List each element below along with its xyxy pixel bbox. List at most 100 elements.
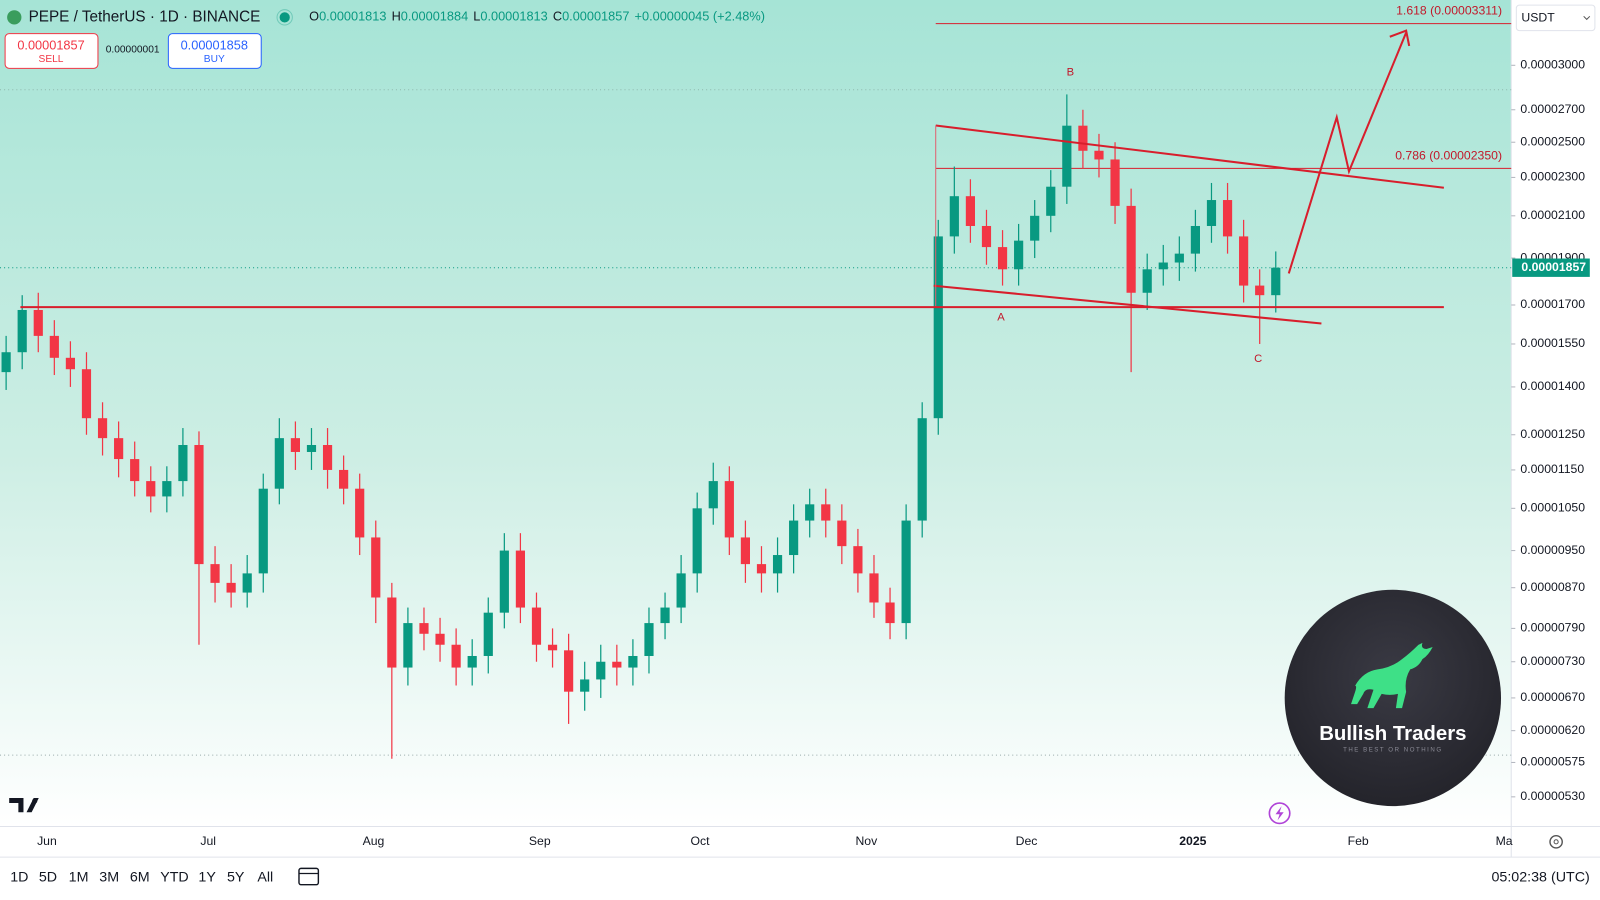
ohlc-key: C: [553, 9, 562, 24]
candle-body: [258, 488, 268, 574]
candle-body: [1014, 240, 1024, 270]
timeframe-button[interactable]: 1Y: [198, 869, 216, 885]
timeframe-button[interactable]: 3M: [99, 869, 119, 885]
candle-body: [33, 309, 43, 336]
candle-body: [1174, 253, 1184, 263]
ohlc-key: O: [309, 9, 319, 24]
wave-label: A: [997, 311, 1005, 323]
timeframe-button[interactable]: YTD: [160, 869, 189, 885]
y-tick-label: 0.00000620: [1520, 723, 1585, 737]
ohlc-change: +0.00000045 (+2.48%): [635, 9, 765, 24]
sell-label: SELL: [39, 54, 64, 65]
candle-body: [1206, 200, 1217, 226]
last-price-label: 0.00001857: [1521, 260, 1586, 274]
candle-body: [162, 481, 172, 497]
candle-body: [114, 438, 124, 460]
logo-title: Bullish Traders: [1319, 723, 1466, 745]
candle-body: [371, 537, 381, 598]
candle-body: [821, 504, 831, 521]
candle-body: [676, 573, 686, 608]
candle-body: [322, 445, 333, 470]
symbol-icon: [7, 10, 22, 25]
candle-body: [772, 555, 783, 574]
spread: 0.00000001: [106, 45, 160, 56]
alert-icon[interactable]: [1268, 802, 1291, 825]
candle-body: [708, 481, 718, 509]
candle-body: [1, 352, 11, 373]
date-range-icon[interactable]: [298, 867, 320, 886]
candle-body: [628, 655, 638, 668]
candle-body: [965, 196, 975, 226]
y-tick-label: 0.00001550: [1520, 336, 1585, 350]
last-price-tag: [1512, 258, 1590, 277]
timeframe-button[interactable]: 1M: [69, 869, 89, 885]
candle-body: [596, 661, 606, 680]
chevron: [1583, 15, 1591, 21]
sell-price: 0.00001857: [17, 37, 84, 52]
candle-body: [403, 623, 413, 668]
ohlc-value: 0.00001813: [319, 9, 386, 24]
candle-body: [65, 357, 75, 370]
plot: [0, 23, 1512, 759]
candle-body: [210, 564, 220, 583]
candle-body: [1030, 215, 1040, 241]
clock: 05:02:38 (UTC): [1491, 869, 1589, 885]
sell-button[interactable]: [4, 33, 99, 69]
x-tick-label: Jul: [200, 834, 216, 848]
projection-arrow: [1287, 32, 1408, 274]
candle-body: [1110, 159, 1120, 206]
candle-body: [644, 623, 654, 656]
candle-body: [885, 602, 895, 624]
logo-badge: [1284, 589, 1502, 807]
ohlc-key: L: [473, 9, 480, 24]
candle-body: [949, 196, 959, 237]
x-tick-label: Ma: [1496, 834, 1513, 848]
buy-label: BUY: [204, 54, 225, 65]
candle-body: [290, 438, 300, 452]
candle-body: [146, 481, 156, 497]
candle-body: [1190, 225, 1200, 254]
y-tick-label: 0.00000790: [1520, 621, 1585, 635]
buy-button[interactable]: [167, 33, 262, 69]
candle-body: [1222, 200, 1233, 237]
currency-select[interactable]: [1515, 4, 1596, 32]
candle-body: [612, 661, 622, 668]
fib-label: 1.618 (0.00003311): [1396, 4, 1502, 18]
y-tick-label: 0.00000530: [1520, 789, 1585, 803]
y-tick-label: 0.00000730: [1520, 654, 1585, 668]
candle-body: [837, 520, 847, 547]
x-tick-label: 2025: [1179, 834, 1206, 848]
settings-icon[interactable]: [1549, 835, 1563, 849]
candle-body: [483, 612, 493, 656]
arrow-head: [1389, 29, 1411, 47]
x-tick-label: Oct: [690, 834, 710, 848]
candle-body: [1094, 150, 1104, 160]
timeframe-button[interactable]: 5Y: [227, 869, 245, 885]
candle-body: [1271, 267, 1281, 296]
candle-body: [17, 309, 27, 353]
candle-body: [901, 520, 911, 624]
tv-logo-dot: [32, 798, 38, 804]
candle-body: [226, 582, 236, 593]
timeframe-button[interactable]: All: [257, 869, 273, 885]
timeframe-button[interactable]: 6M: [130, 869, 150, 885]
x-tick-label: Feb: [1348, 834, 1369, 848]
candle-body: [531, 607, 542, 645]
candle-body: [756, 564, 767, 574]
candle-body: [274, 438, 284, 489]
candle-body: [451, 644, 461, 668]
timeframe-button[interactable]: 1D: [10, 869, 28, 885]
candle-body: [547, 644, 558, 651]
candle-body: [789, 520, 799, 556]
y-tick-label: 0.00000670: [1520, 690, 1585, 704]
timeframe-button[interactable]: 5D: [39, 869, 57, 885]
settings-hub: [1553, 839, 1559, 845]
ohlc-legend: O0.00001813 H0.00001884 L0.00001813 C0.0000…: [309, 9, 765, 24]
logo-bull: [1351, 642, 1433, 709]
candle-body: [81, 369, 92, 419]
candle-body: [467, 655, 477, 668]
candle-body: [660, 607, 670, 624]
symbol-title[interactable]: PEPE / TetherUS · 1D · BINANCE: [29, 8, 261, 25]
logo-tagline: THE BEST OR NOTHING: [1343, 747, 1443, 754]
